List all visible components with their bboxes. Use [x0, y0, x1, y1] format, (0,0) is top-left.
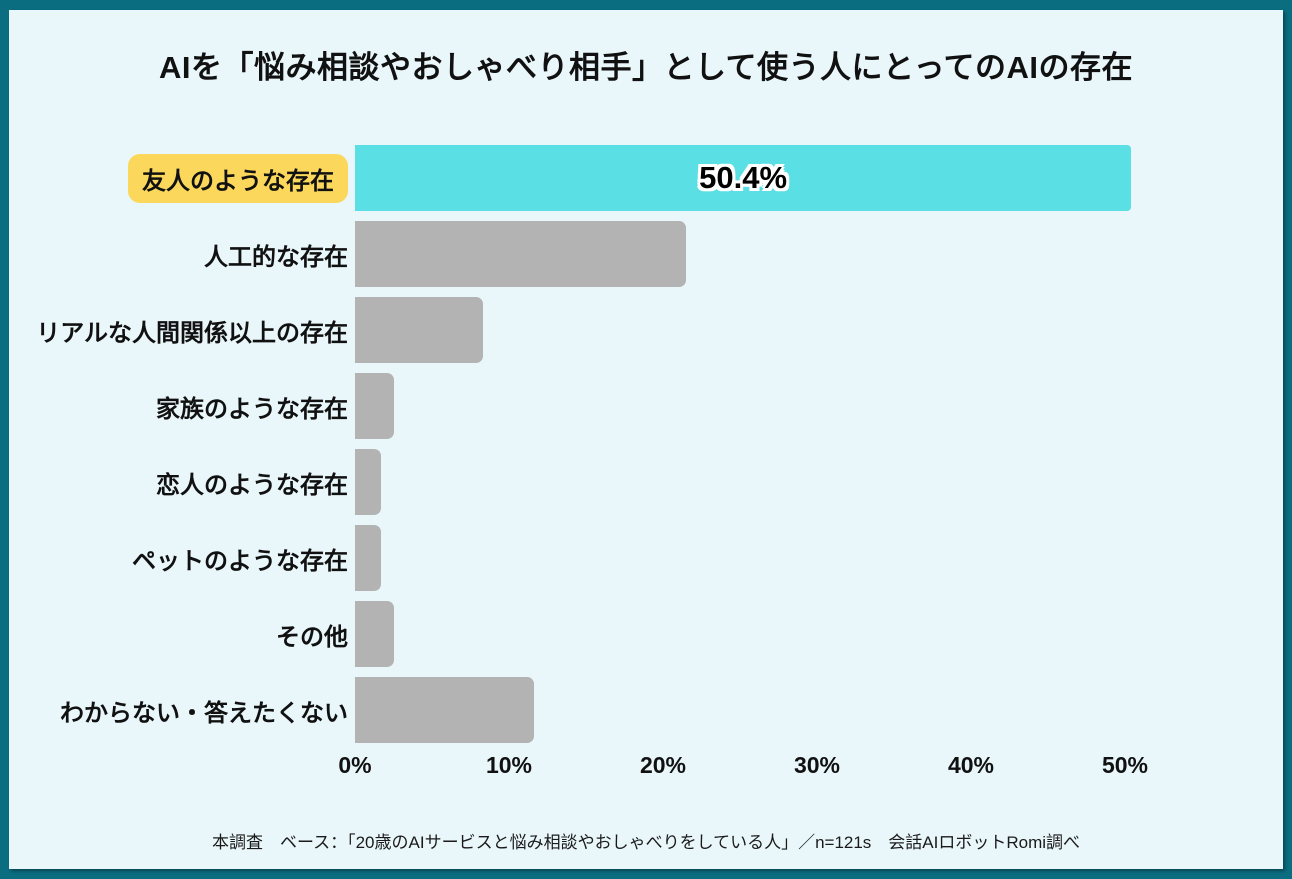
- bar: [355, 525, 382, 591]
- x-axis-tick-label: 10%: [485, 752, 533, 778]
- chart-row: 恋人のような存在: [9, 444, 1283, 520]
- category-label: 家族のような存在: [156, 395, 348, 423]
- chart-row: わからない・答えたくない: [9, 672, 1283, 748]
- bar: [355, 373, 394, 439]
- bar-chart: 友人のような存在 50.4% 人工的な存在リアルな人間関係以上の存在家族のような存在…: [9, 140, 1283, 748]
- category-label-cell: その他: [9, 617, 355, 652]
- bar: [355, 221, 687, 287]
- chart-panel: AIを「悩み相談やおしゃべり相手」として使う人にとってのAIの存在 友人のような…: [9, 10, 1283, 869]
- category-label: その他: [276, 623, 348, 651]
- category-label-cell: リアルな人間関係以上の存在: [9, 313, 355, 348]
- category-label-cell: ペットのような存在: [9, 541, 355, 576]
- bar-track: 50.4%: [355, 145, 1283, 211]
- x-axis-tick-label: 30%: [793, 752, 841, 778]
- bar: [355, 601, 394, 667]
- category-label-cell: わからない・答えたくない: [9, 693, 355, 728]
- bar: [355, 677, 534, 743]
- chart-row: ペットのような存在: [9, 520, 1283, 596]
- category-label-cell: 恋人のような存在: [9, 465, 355, 500]
- chart-row: 人工的な存在: [9, 216, 1283, 292]
- category-label-cell: 友人のような存在: [9, 153, 355, 203]
- category-label-highlighted: 友人のような存在: [128, 153, 348, 203]
- bar: [355, 145, 1132, 211]
- bar: [355, 449, 382, 515]
- category-label-cell: 家族のような存在: [9, 389, 355, 424]
- chart-row: 家族のような存在: [9, 368, 1283, 444]
- x-axis-tick-label: 50%: [1101, 752, 1149, 778]
- chart-row: その他: [9, 596, 1283, 672]
- x-axis-tick-label: 0%: [338, 752, 372, 778]
- bar-track: [355, 601, 1283, 667]
- bar-track: [355, 677, 1283, 743]
- category-label: 人工的な存在: [204, 243, 348, 271]
- bar-track: [355, 373, 1283, 439]
- category-label: 恋人のような存在: [156, 471, 348, 499]
- category-label: ペットのような存在: [132, 547, 348, 575]
- chart-title: AIを「悩み相談やおしゃべり相手」として使う人にとってのAIの存在: [158, 50, 1134, 85]
- bar-track: [355, 449, 1283, 515]
- bar: [355, 297, 483, 363]
- x-axis-tick-label: 40%: [947, 752, 995, 778]
- x-axis: 0% 10% 20% 30% 40% 50%: [338, 752, 1283, 786]
- bar-value-label: 50.4%: [699, 160, 788, 195]
- bar-track: [355, 525, 1283, 591]
- category-label: リアルな人間関係以上の存在: [36, 319, 348, 347]
- source-note: 本調査 ベース：「20歳のAIサービスと悩み相談やおしゃべりをしている人」／n=…: [211, 833, 1081, 852]
- x-axis-tick-label: 20%: [639, 752, 687, 778]
- bar-track: [355, 221, 1283, 287]
- chart-row: リアルな人間関係以上の存在: [9, 292, 1283, 368]
- category-label-cell: 人工的な存在: [9, 237, 355, 272]
- category-label: わからない・答えたくない: [60, 699, 348, 727]
- bar-track: [355, 297, 1283, 363]
- chart-row: 友人のような存在 50.4%: [9, 140, 1283, 216]
